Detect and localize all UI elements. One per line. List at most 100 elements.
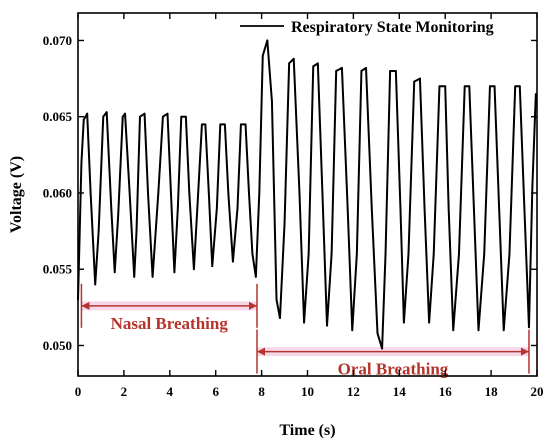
data-point [355,253,358,255]
data-point [94,283,97,286]
data-point [196,207,199,210]
data-point [376,332,379,335]
data-point [502,329,505,332]
legend: Respiratory State Monitoring [240,19,494,36]
data-point [402,321,405,324]
data-point [283,222,286,225]
data-point [419,77,421,80]
data-point [204,123,207,126]
data-point [423,207,426,210]
data-point [346,207,349,210]
data-point [147,192,149,194]
data-point [341,67,343,69]
data-point [266,39,269,42]
data-point [133,275,136,278]
data-point [121,115,124,118]
data-point [128,192,131,194]
data-point [493,85,496,88]
data-point [303,321,305,324]
data-point [438,85,441,88]
data-point [413,80,416,83]
y-tick-label: 0.055 [43,262,73,277]
data-point [80,161,83,164]
series-line [77,39,537,350]
data-point [244,123,247,126]
x-tick-label: 6 [212,384,219,399]
data-point [472,207,475,210]
data-point [170,192,172,194]
data-point [215,207,218,210]
data-point [468,85,471,88]
annotation-arrowhead-left [257,347,266,356]
data-point [223,123,226,126]
x-tick-label: 18 [485,384,499,399]
data-point [389,70,392,72]
y-tick-label: 0.060 [43,185,72,200]
data-point [180,115,183,118]
legend-label: Respiratory State Monitoring [291,19,494,36]
data-point [399,207,402,210]
x-tick-label: 20 [531,384,544,399]
tick-layer: 0 2 4 6 8 10 12 14 16 18 20 0.050 0.055 0.060 0.065 0.0… [43,13,544,399]
y-tick-label: 0.065 [43,109,73,124]
data-point [447,207,450,210]
data-point [452,329,455,332]
data-point [483,253,486,255]
data-point [271,100,273,103]
x-tick-label: 14 [393,384,407,399]
data-point [258,192,261,194]
data-point [219,123,222,126]
data-point [351,329,354,332]
data-point [477,329,480,332]
data-point [86,112,89,115]
data-point [312,65,315,68]
data-point [166,112,169,115]
series-layer [77,39,537,350]
data-point [514,85,517,88]
data-point [321,192,324,194]
data-point [193,268,195,271]
annotation-arrowhead-right [520,347,529,356]
annotation-arrowhead-left [81,301,90,310]
data-point [102,115,105,118]
x-tick-label: 2 [121,384,128,399]
y-axis-title: Voltage (V) [8,156,25,233]
data-point [113,271,116,274]
data-point [428,321,431,324]
data-point [523,207,526,210]
data-point [365,67,367,69]
data-point [489,85,491,88]
data-point [236,207,239,210]
data-point [508,253,511,255]
data-point [184,115,187,118]
data-point [307,253,310,255]
data-point [207,192,210,194]
annotation-label: Oral Breathing [338,360,449,379]
data-point [188,192,191,194]
data-point [381,347,383,350]
data-point [227,192,230,194]
data-point [360,70,363,72]
data-point [117,214,120,217]
data-point [394,70,397,72]
data-point [173,271,176,274]
data-point [248,192,250,194]
annotation-layer: Nasal Breathing Oral Breathing [80,283,530,379]
data-point [407,253,410,255]
data-point [316,62,319,65]
data-point [201,123,203,126]
data-point [139,115,141,118]
data-point [232,260,234,263]
data-point [384,253,387,255]
x-tick-label: 8 [258,384,265,399]
data-point [463,85,466,88]
data-point [326,324,328,327]
data-point [498,207,501,210]
x-tick-label: 12 [347,384,360,399]
data-point [518,85,521,88]
data-point [143,112,146,115]
data-point [292,57,295,60]
data-point [528,326,530,329]
data-point [288,62,291,65]
